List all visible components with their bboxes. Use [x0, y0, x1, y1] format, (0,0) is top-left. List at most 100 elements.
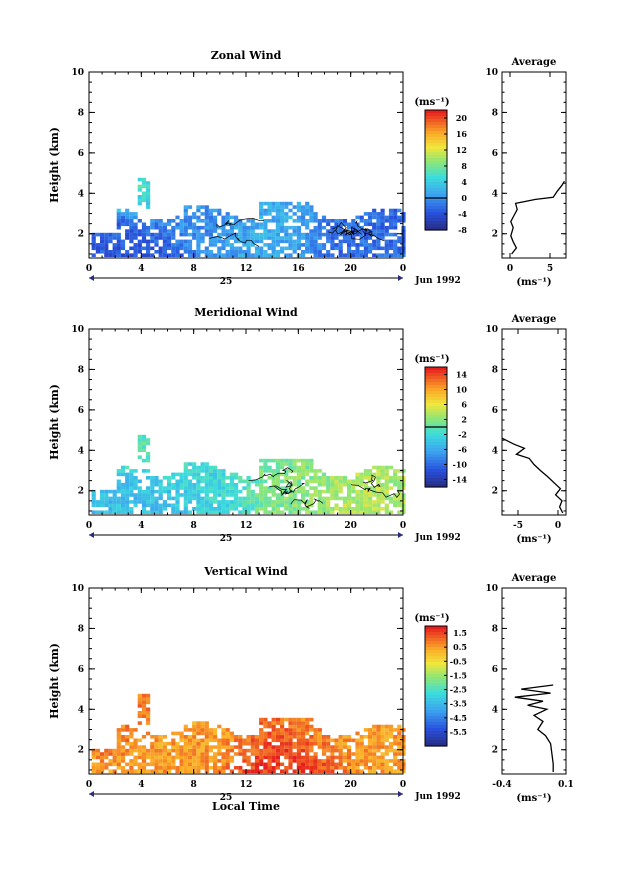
colorbar-step — [425, 370, 447, 374]
heat-cell — [246, 503, 251, 508]
avg-y-tick-label: 10 — [485, 68, 498, 78]
heat-cell — [150, 482, 155, 487]
heat-cell — [129, 482, 134, 487]
heat-cell — [359, 759, 364, 763]
heat-cell — [305, 212, 310, 216]
heat-cell — [104, 246, 109, 251]
heat-cell — [376, 486, 381, 490]
heat-cell — [175, 222, 180, 227]
heat-cell — [271, 728, 276, 732]
heat-cell — [380, 212, 385, 216]
colorbar-step — [425, 421, 447, 425]
colorbar-label: -2.5 — [450, 685, 467, 695]
heat-cell — [363, 759, 368, 763]
heat-cell — [372, 500, 377, 504]
heat-cell — [326, 766, 331, 770]
chart-title: Zonal Wind — [211, 49, 282, 62]
heat-cell — [334, 748, 339, 753]
heat-cell — [133, 738, 138, 743]
contour-line — [290, 498, 324, 509]
heat-cell — [317, 253, 322, 257]
heat-cell — [301, 232, 306, 237]
heat-cell — [200, 469, 205, 473]
heat-cell — [313, 243, 318, 247]
heat-cell — [342, 735, 347, 739]
heat-cell — [309, 479, 314, 484]
colorbar-step — [425, 731, 447, 735]
heat-cell — [317, 741, 322, 746]
heat-cell — [242, 738, 247, 743]
heat-cell — [246, 476, 251, 480]
heat-cell — [338, 482, 343, 487]
heat-cell — [367, 215, 373, 220]
heat-cell — [204, 212, 209, 216]
heat-cell — [208, 243, 213, 247]
heat-cell — [183, 205, 188, 209]
heat-cell — [200, 500, 205, 504]
heat-cell — [116, 752, 121, 756]
heat-cell — [317, 493, 322, 497]
heat-cell — [217, 741, 222, 746]
heat-cell — [200, 486, 205, 490]
heat-cell — [288, 476, 293, 480]
heat-cell — [125, 489, 130, 494]
heat-cell — [242, 229, 247, 233]
heat-cell — [250, 222, 255, 227]
heat-cell — [288, 232, 293, 237]
heat-cell — [141, 198, 147, 202]
heat-cell — [137, 229, 142, 233]
heat-cell — [296, 769, 301, 773]
heat-cell — [250, 479, 255, 484]
heat-cell — [146, 752, 151, 756]
colorbar-step — [425, 436, 447, 440]
heat-cell — [376, 766, 381, 770]
heat-cell — [342, 239, 347, 244]
heat-cell — [242, 250, 247, 254]
heat-cell — [150, 486, 155, 490]
heat-cell — [359, 253, 364, 257]
heat-cell — [208, 738, 213, 743]
heat-cell — [213, 479, 218, 484]
heat-cell — [200, 745, 205, 749]
heat-cell — [280, 479, 285, 484]
heat-cell — [221, 486, 226, 490]
heat-cell — [367, 212, 373, 216]
heat-cell — [183, 472, 188, 477]
heat-cell — [150, 232, 155, 237]
heat-cell — [355, 503, 360, 508]
heat-cell — [342, 219, 347, 223]
heat-cell — [347, 738, 352, 743]
heat-cell — [397, 766, 402, 770]
heat-cell — [208, 472, 213, 477]
heat-cell — [347, 482, 352, 487]
heat-cell — [158, 759, 163, 763]
heat-cell — [120, 482, 126, 487]
heat-cell — [125, 752, 130, 756]
heat-cell — [288, 243, 293, 247]
heat-cell — [372, 510, 377, 514]
heat-cell — [275, 752, 280, 756]
heat-cell — [376, 239, 381, 244]
heat-cell — [321, 752, 327, 756]
heat-cell — [284, 476, 289, 480]
heat-cell — [137, 434, 142, 439]
heat-cell — [154, 236, 159, 240]
heat-cell — [208, 510, 213, 514]
heat-cell — [393, 482, 398, 487]
heat-cell — [137, 489, 142, 494]
heat-cell — [355, 510, 360, 514]
colorbar-step — [425, 481, 447, 485]
heat-cell — [141, 222, 147, 227]
heat-cell — [158, 229, 163, 233]
heat-cell — [250, 735, 255, 739]
heat-cell — [229, 507, 234, 511]
heat-cell — [129, 212, 134, 216]
heat-cell — [321, 479, 327, 484]
heat-cell — [187, 755, 193, 760]
heat-cell — [271, 215, 276, 220]
heat-cell — [275, 458, 280, 463]
heat-cell — [129, 472, 134, 477]
heat-cell — [380, 215, 385, 220]
